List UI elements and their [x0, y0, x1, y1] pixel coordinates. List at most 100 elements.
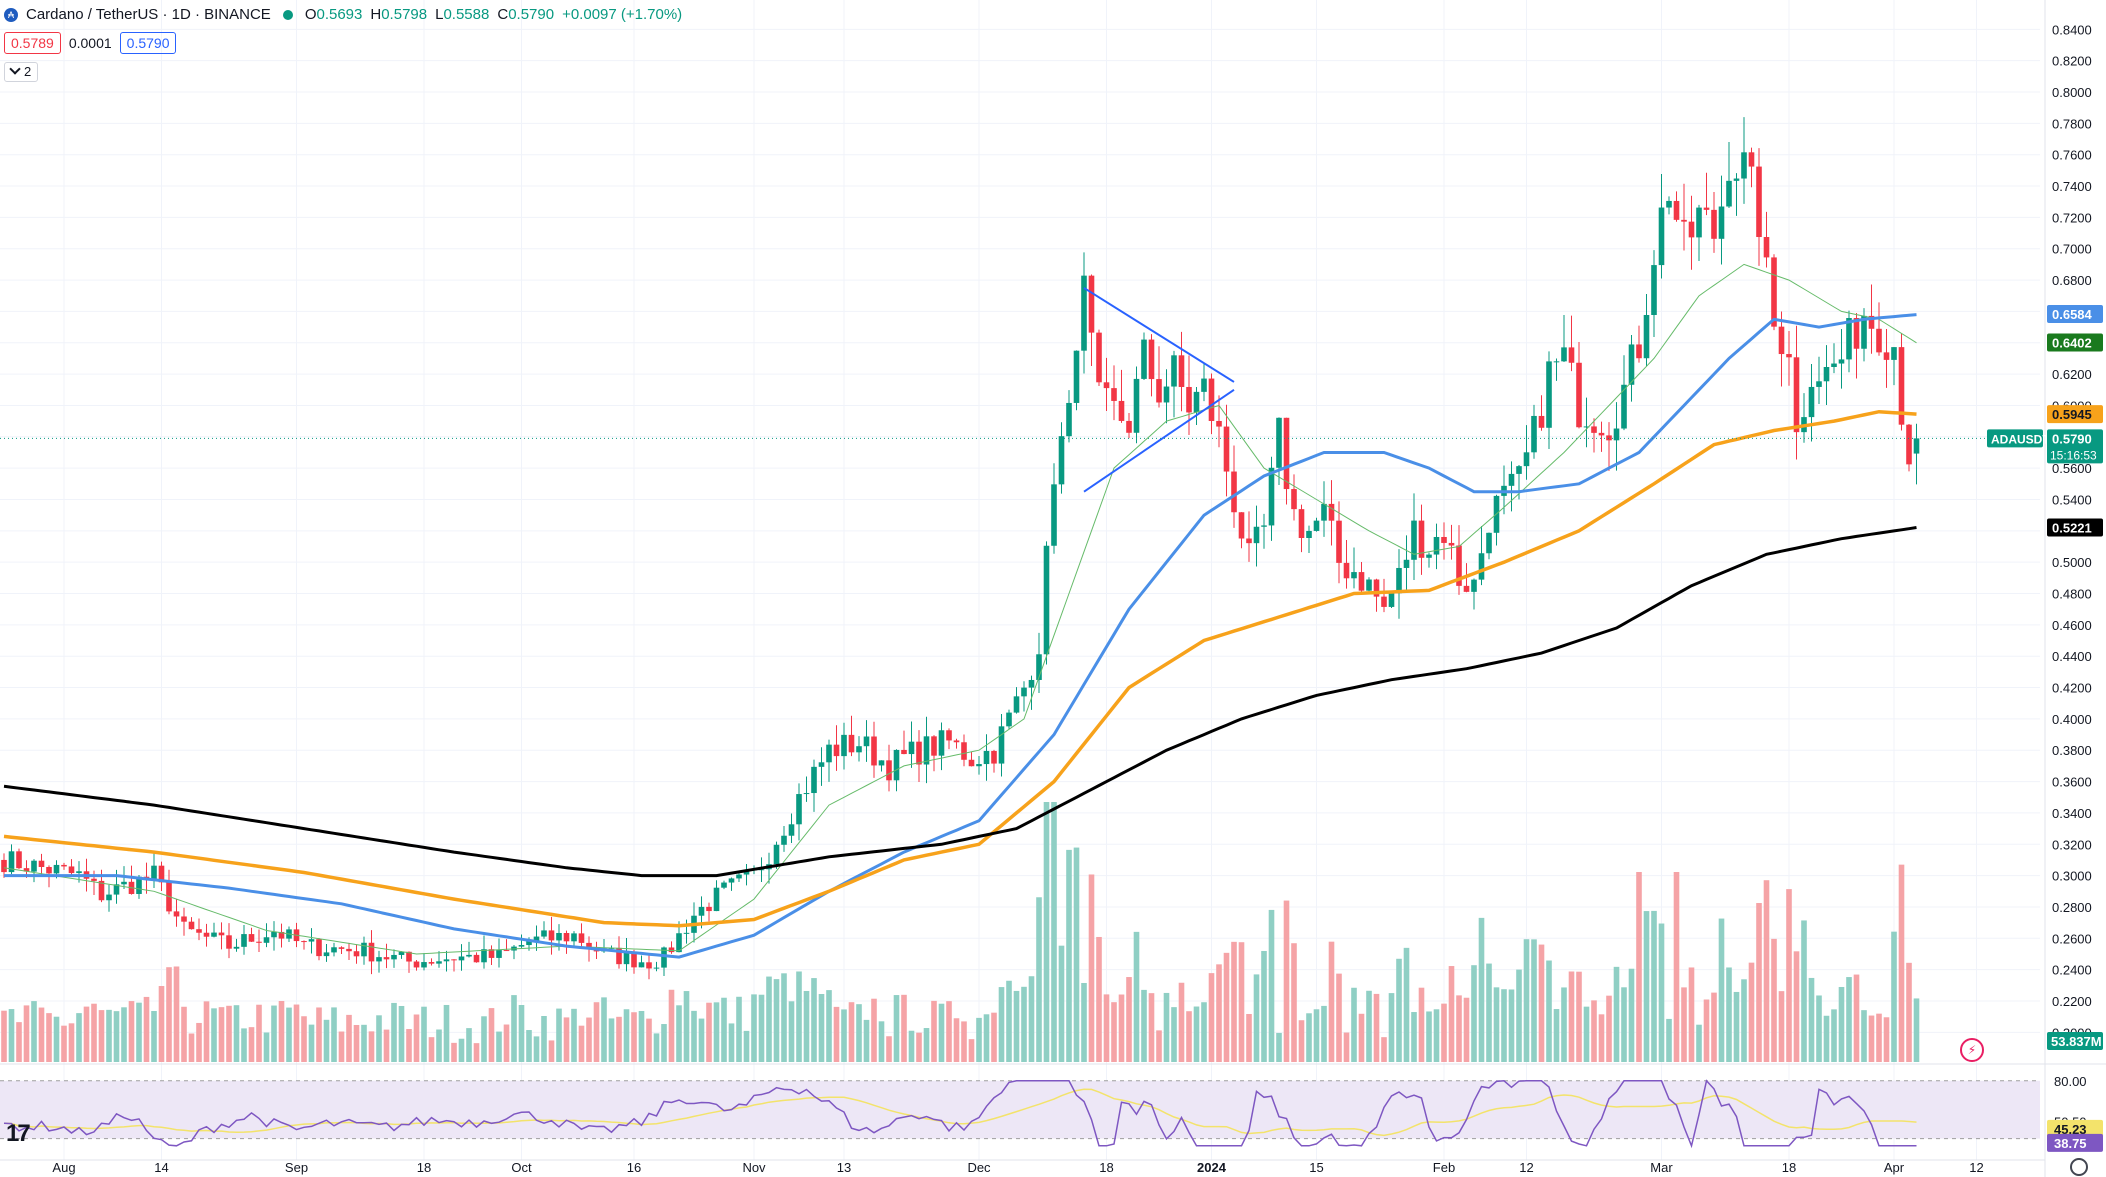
volume-bar: [1876, 1013, 1882, 1062]
volume-bar: [121, 1007, 127, 1062]
volume-bar: [61, 1025, 67, 1062]
candle-body: [1913, 438, 1920, 454]
volume-bar: [646, 1018, 652, 1062]
market-open-icon: [282, 9, 293, 20]
symbol-legend: ₳ Cardano / TetherUS · 1D · BINANCE O0.5…: [4, 6, 682, 23]
candle-body: [76, 871, 82, 874]
candle-body: [1583, 426, 1590, 428]
tradingview-logo-icon[interactable]: 17: [6, 1120, 31, 1147]
candle-body: [563, 933, 570, 942]
candle-body: [1141, 339, 1147, 379]
volume-bar: [1906, 962, 1912, 1062]
candle-body: [1658, 207, 1665, 266]
candle-body: [1793, 357, 1800, 433]
price-tick-label: 0.3800: [2052, 743, 2092, 758]
candle-body: [871, 736, 877, 766]
volume-bar: [683, 991, 690, 1062]
candle-body: [848, 734, 855, 753]
ma-blue-badge-text: 0.6584: [2052, 307, 2093, 322]
candle-body: [1103, 382, 1110, 389]
volume-bar: [91, 1003, 97, 1062]
gear-icon[interactable]: [2070, 1158, 2088, 1176]
candle-body: [901, 749, 907, 755]
candle-body: [383, 957, 390, 960]
time-tick-label: 18: [1099, 1160, 1113, 1175]
volume-bar: [218, 1007, 225, 1062]
ma-fast-badge-box: [2047, 333, 2103, 352]
lightning-alert-icon[interactable]: ⚡: [1960, 1038, 1984, 1062]
volume-bar: [1606, 995, 1612, 1062]
volume-bar: [278, 1000, 285, 1062]
symbol-tag-text: ADAUSDT: [1991, 432, 2050, 446]
volume-bar: [443, 1004, 450, 1062]
symbol-tag-box: [1987, 429, 2043, 448]
time-tick-label: 18: [1782, 1160, 1796, 1175]
volume-bar: [563, 1017, 570, 1062]
indicators-toggle[interactable]: 2: [4, 62, 39, 82]
candle-body: [1471, 579, 1477, 592]
candle-body: [1081, 275, 1087, 351]
candle-body: [533, 936, 540, 942]
volume-bar: [991, 1012, 997, 1062]
volume-bar: [271, 1005, 277, 1062]
volume-bar: [1073, 847, 1080, 1062]
volume-bar: [451, 1042, 457, 1062]
candle-body: [1523, 452, 1530, 467]
candle-body: [1111, 388, 1117, 401]
rsi-ma-line: [3, 1088, 1917, 1137]
candle-body: [1238, 512, 1245, 539]
candle-body: [908, 741, 915, 755]
buy-button[interactable]: 0.5790: [119, 32, 177, 54]
volume-bar: [323, 1019, 330, 1062]
candle-body: [98, 880, 105, 901]
volume-bar: [1291, 943, 1297, 1062]
sell-button[interactable]: 0.5789: [4, 32, 61, 54]
volume-bar: [616, 1016, 622, 1062]
volume-bar: [916, 1032, 922, 1062]
volume-bar: [608, 1018, 615, 1062]
volume-bar: [106, 1009, 112, 1062]
volume-bar: [1043, 802, 1050, 1062]
candle-body: [856, 746, 862, 753]
volume-bar: [983, 1014, 990, 1062]
volume-bar: [1178, 982, 1185, 1062]
price-tick-label: 0.3600: [2052, 775, 2092, 790]
candle-body: [1553, 361, 1560, 363]
candle-body: [1711, 209, 1717, 239]
candle-body: [271, 931, 277, 938]
volume-bar: [368, 1031, 375, 1062]
volume-bar: [1673, 872, 1680, 1062]
candle-body: [661, 947, 667, 968]
candle-body: [1013, 696, 1020, 713]
candle-body: [398, 951, 405, 955]
candle-body: [931, 736, 937, 756]
ma-fast-badge-text: 0.6402: [2052, 335, 2092, 350]
volume-bar: [1553, 1009, 1560, 1062]
volume-bar: [1831, 1009, 1837, 1062]
volume-bar: [1891, 931, 1897, 1062]
volume-bar: [1838, 986, 1845, 1062]
candle-body: [338, 947, 345, 949]
volume-bar: [128, 1001, 135, 1062]
volume-bar: [698, 1018, 705, 1062]
volume-bar: [1283, 900, 1290, 1062]
volume-bar: [256, 1004, 262, 1062]
volume-bar: [1883, 1017, 1890, 1062]
volume-bar: [1703, 999, 1710, 1062]
volume-bar: [548, 1040, 555, 1062]
time-tick-label: 15: [1309, 1160, 1323, 1175]
close-value: 0.5790: [508, 6, 555, 23]
price-tick-label: 0.2600: [2052, 931, 2092, 946]
ma-fast-line: [3, 263, 1917, 955]
volume-bar: [728, 1023, 735, 1062]
candle-body: [1313, 520, 1320, 531]
volume-bar: [1763, 880, 1770, 1062]
volume-bar: [436, 1029, 442, 1062]
volume-bar: [803, 990, 810, 1062]
symbol-title[interactable]: Cardano / TetherUS · 1D · BINANCE: [26, 6, 271, 23]
volume-bar: [556, 1008, 562, 1062]
volume-bar: [1711, 992, 1717, 1062]
candle-body: [301, 941, 307, 943]
